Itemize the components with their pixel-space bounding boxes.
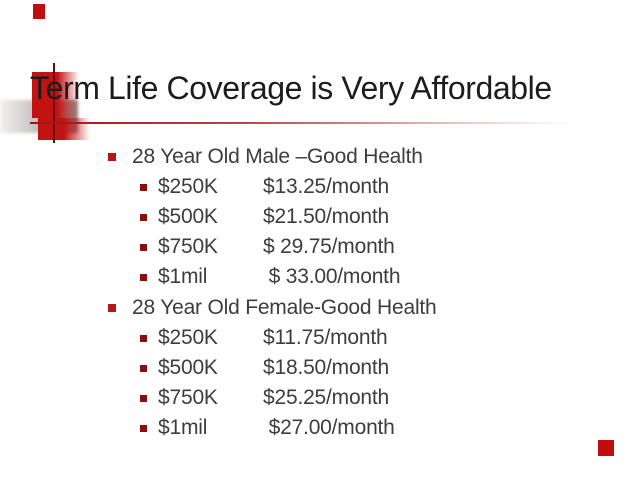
monthly-price: $ 29.75/month — [263, 235, 395, 258]
coverage-amount: $500K — [158, 356, 218, 379]
level2-bullet-icon — [140, 213, 147, 221]
section-heading-label: 28 Year Old Male –Good Health — [132, 145, 423, 168]
title-vertical-hairline-decoration — [53, 63, 55, 143]
monthly-price: $21.50/month — [263, 205, 390, 228]
rate-row: $1mil $ 33.00/month — [0, 262, 638, 292]
section-heading-male: 28 Year Old Male –Good Health — [0, 142, 638, 172]
bottom-right-red-square-decoration — [598, 440, 614, 456]
section-heading-label: 28 Year Old Female-Good Health — [132, 296, 437, 319]
coverage-amount: $1mil — [158, 265, 208, 288]
coverage-amount: $500K — [158, 205, 218, 228]
level2-bullet-icon — [140, 334, 147, 342]
section-heading-female: 28 Year Old Female-Good Health — [0, 293, 638, 323]
coverage-amount: $250K — [158, 326, 218, 349]
title-underline-rule — [30, 122, 578, 124]
level2-bullet-icon — [140, 364, 147, 372]
rate-row: $500K $21.50/month — [0, 202, 638, 232]
coverage-amount: $750K — [158, 235, 218, 258]
rate-row: $250K $11.75/month — [0, 323, 638, 353]
monthly-price: $18.50/month — [263, 356, 390, 379]
rate-row: $750K $ 29.75/month — [0, 232, 638, 262]
level2-bullet-icon — [140, 394, 147, 402]
top-left-red-square-decoration — [33, 4, 45, 19]
coverage-amount: $750K — [158, 386, 218, 409]
slide-body: 28 Year Old Male –Good Health $250K $13.… — [0, 142, 638, 443]
level2-bullet-icon — [140, 183, 147, 191]
monthly-price: $27.00/month — [263, 416, 395, 439]
coverage-amount: $250K — [158, 175, 218, 198]
level2-bullet-icon — [140, 243, 147, 251]
rate-row: $250K $13.25/month — [0, 172, 638, 202]
level1-bullet-icon — [108, 304, 116, 312]
level2-bullet-icon — [140, 273, 147, 281]
rate-row: $1mil $27.00/month — [0, 413, 638, 443]
rate-row: $750K $25.25/month — [0, 383, 638, 413]
rate-row: $500K $18.50/month — [0, 353, 638, 383]
coverage-amount: $1mil — [158, 416, 208, 439]
monthly-price: $13.25/month — [263, 175, 390, 198]
level2-bullet-icon — [140, 424, 147, 432]
monthly-price: $11.75/month — [263, 326, 388, 349]
title-red-block-decoration — [32, 72, 79, 118]
slide-title: Term Life Coverage is Very Affordable — [30, 70, 552, 106]
monthly-price: $25.25/month — [263, 386, 390, 409]
level1-bullet-icon — [108, 153, 116, 161]
monthly-price: $ 33.00/month — [263, 265, 401, 288]
